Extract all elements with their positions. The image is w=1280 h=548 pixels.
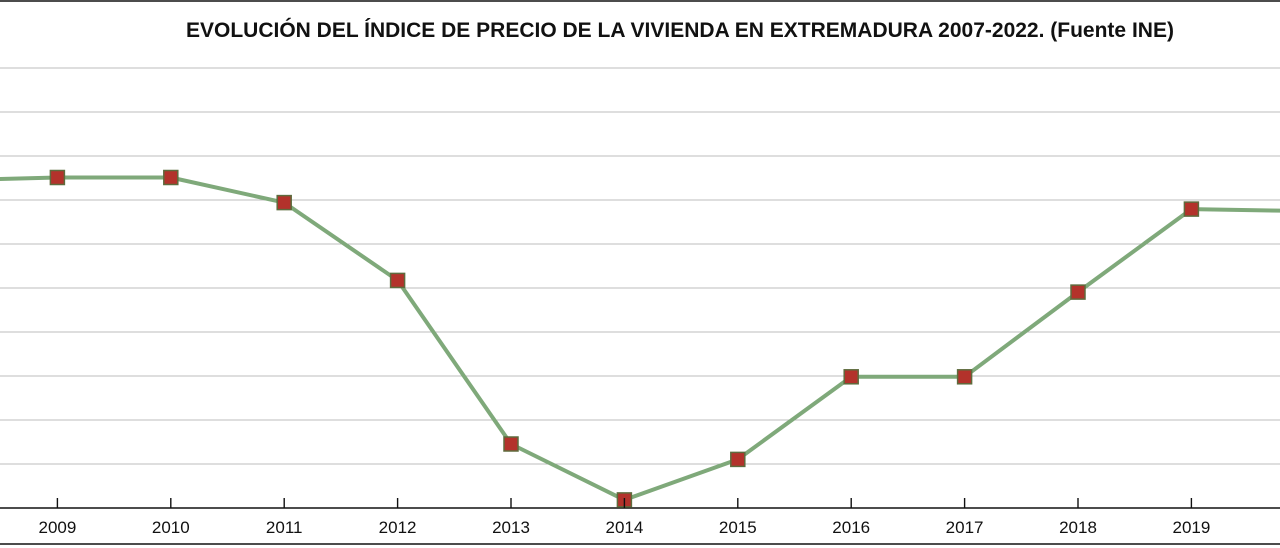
x-axis-ticks: 2009 2010 2011 2012 2013 2014 2015 2016 2017 2018… [38,498,1210,537]
x-tick-label-2017: 2017 [946,518,984,537]
series-line-group [0,175,1280,502]
gridlines [0,67,1280,465]
data-point-2018 [1070,284,1086,300]
data-point-2010 [163,169,179,186]
x-tick-label-2009: 2009 [38,518,76,537]
data-point-2011 [276,194,292,211]
data-point-2015 [730,451,746,468]
data-point-2016 [843,369,859,385]
x-tick-label-2010: 2010 [152,518,190,537]
x-tick-label-2016: 2016 [832,518,870,537]
chart-title: EVOLUCIÓN DEL ÍNDICE DE PRECIO DE LA VIV… [186,18,1174,42]
x-tick-label-2019: 2019 [1172,518,1210,537]
x-tick-label-2012: 2012 [379,518,417,537]
data-point-2009 [49,169,66,186]
data-point-2012 [389,272,406,289]
data-point-2019 [1183,201,1200,217]
data-point-2017 [956,369,973,385]
x-tick-label-2018: 2018 [1059,518,1097,537]
x-tick-label-2013: 2013 [492,518,530,537]
x-tick-label-2015: 2015 [719,518,757,537]
x-tick-label-2014: 2014 [605,518,643,537]
x-tick-label-2011: 2011 [266,518,303,537]
series-line [0,175,1280,502]
data-point-2013 [503,436,519,452]
data-markers [49,169,1200,508]
